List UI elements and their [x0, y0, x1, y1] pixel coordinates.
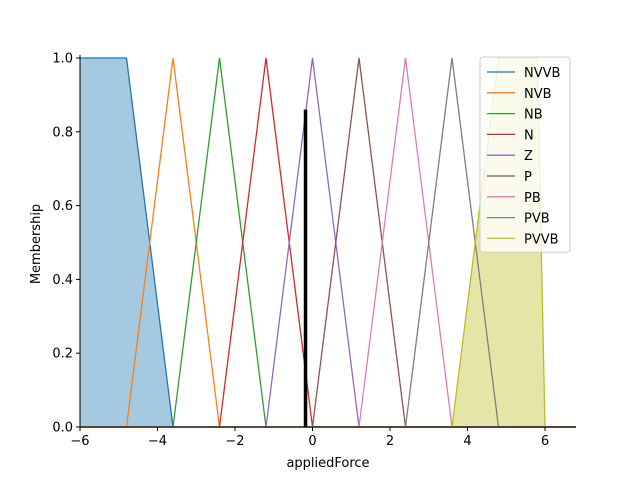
y-tick-label: 0.6 — [52, 199, 73, 214]
legend-frame — [479, 56, 571, 253]
axes — [79, 55, 576, 428]
y-axis-label: Membership — [29, 204, 44, 284]
legend-label-pvvb: PVVB — [524, 232, 559, 247]
legend-label-nvb: NVB — [524, 87, 552, 102]
x-tick-label: −2 — [225, 434, 244, 449]
x-axis-label: appliedForce — [286, 456, 369, 471]
y-tick-label: 0.2 — [52, 347, 73, 362]
fill-nvvb — [80, 58, 173, 427]
y-tick-label: 0.8 — [52, 125, 73, 140]
y-axis-ticks: 0.0 0.2 0.4 0.6 0.8 1.0 — [52, 52, 80, 436]
legend-label-nb: NB — [524, 108, 543, 123]
y-tick-label: 0.0 — [52, 421, 73, 436]
legend-label-z: Z — [524, 149, 533, 164]
x-axis-ticks: −6 −4 −2 0 2 4 6 — [70, 427, 549, 449]
legend-label-pb: PB — [524, 191, 541, 206]
x-tick-label: 6 — [541, 434, 549, 449]
y-tick-label: 0.4 — [52, 273, 73, 288]
legend-label-p: P — [524, 170, 532, 185]
x-tick-label: 0 — [308, 434, 316, 449]
x-tick-label: 4 — [463, 434, 471, 449]
y-tick-label: 1.0 — [52, 52, 73, 67]
legend-label-n: N — [524, 128, 534, 143]
legend-label-nvvb: NVVB — [524, 66, 560, 81]
x-tick-label: −4 — [148, 434, 167, 449]
legend-label-pvb: PVB — [524, 212, 550, 227]
legend: NVVB NVB NB NZP PB PVB PVVB — [479, 56, 571, 253]
x-tick-label: 2 — [386, 434, 394, 449]
x-tick-label: −6 — [70, 434, 89, 449]
